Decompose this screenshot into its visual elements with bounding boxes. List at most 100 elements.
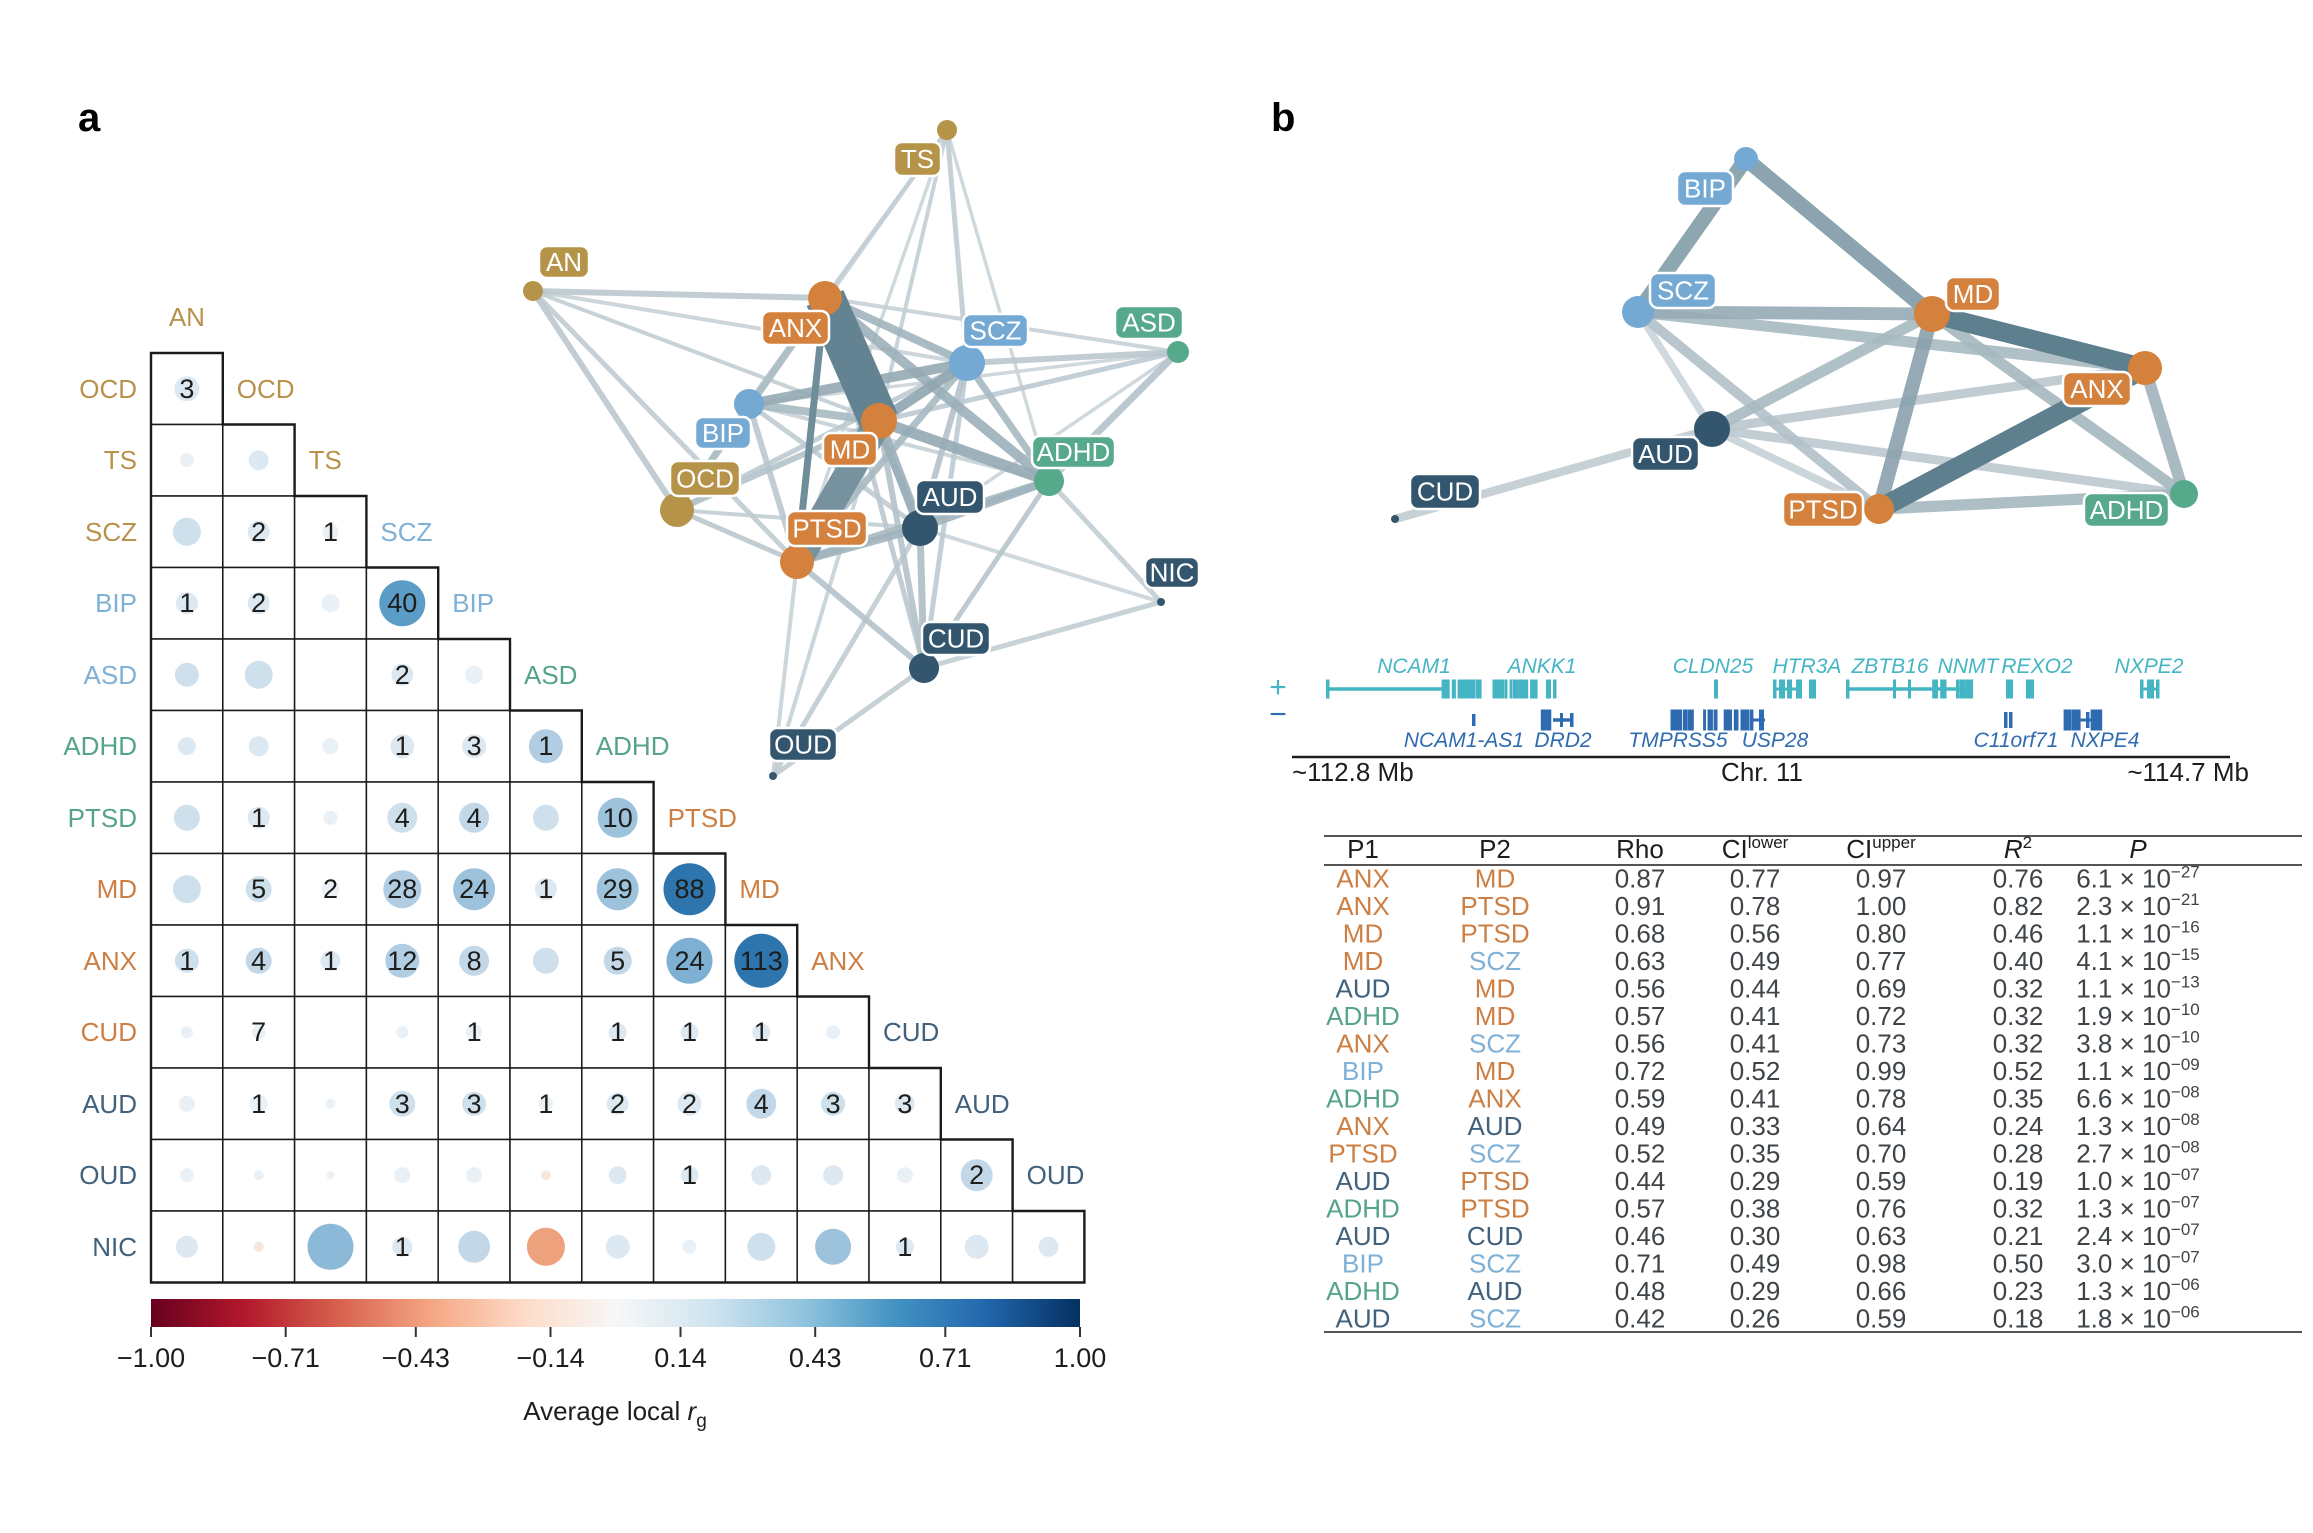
svg-text:1: 1: [467, 1017, 482, 1047]
svg-text:b: b: [1271, 96, 1295, 140]
svg-text:1: 1: [251, 803, 266, 833]
svg-text:ASD: ASD: [524, 660, 577, 690]
svg-text:8: 8: [467, 946, 482, 976]
svg-text:0.23: 0.23: [1993, 1276, 2044, 1306]
svg-text:3: 3: [179, 374, 194, 404]
svg-text:0.35: 0.35: [1730, 1138, 1781, 1168]
svg-text:1: 1: [251, 1089, 266, 1119]
svg-text:MD: MD: [1475, 1001, 1515, 1031]
svg-text:0.69: 0.69: [1856, 974, 1907, 1004]
svg-text:ANX: ANX: [1336, 891, 1389, 921]
svg-text:SCZ: SCZ: [380, 517, 432, 547]
svg-text:5: 5: [251, 874, 266, 904]
svg-text:0.78: 0.78: [1856, 1084, 1907, 1114]
svg-text:4: 4: [754, 1089, 769, 1119]
svg-text:7: 7: [251, 1017, 266, 1047]
svg-text:0.68: 0.68: [1615, 919, 1666, 949]
svg-text:BIP: BIP: [1342, 1056, 1384, 1086]
svg-text:CUD: CUD: [928, 624, 984, 654]
svg-text:+: +: [1269, 671, 1287, 704]
svg-text:OUD: OUD: [1027, 1160, 1085, 1190]
svg-text:0.52: 0.52: [1730, 1056, 1781, 1086]
svg-text:MD: MD: [1953, 279, 1993, 309]
svg-text:0.82: 0.82: [1993, 891, 2044, 921]
svg-text:12: 12: [387, 946, 417, 976]
svg-text:OUD: OUD: [79, 1160, 137, 1190]
svg-text:P1: P1: [1347, 834, 1379, 864]
svg-text:USP28: USP28: [1742, 729, 1809, 752]
svg-text:113: 113: [740, 946, 783, 976]
svg-text:0.98: 0.98: [1856, 1248, 1907, 1278]
svg-text:1: 1: [538, 731, 553, 761]
svg-text:5: 5: [610, 946, 625, 976]
svg-text:1: 1: [323, 946, 338, 976]
svg-text:SCZ: SCZ: [1469, 1029, 1521, 1059]
svg-text:3: 3: [467, 731, 482, 761]
svg-text:−0.43: −0.43: [382, 1343, 450, 1373]
svg-text:HTR3A: HTR3A: [1773, 655, 1842, 678]
svg-text:TS: TS: [901, 144, 934, 174]
svg-text:OCD: OCD: [237, 374, 295, 404]
svg-text:MD: MD: [1475, 974, 1515, 1004]
svg-text:0.77: 0.77: [1856, 946, 1907, 976]
svg-text:AUD: AUD: [1468, 1276, 1523, 1306]
svg-text:2: 2: [251, 588, 266, 618]
svg-text:NIC: NIC: [92, 1232, 137, 1262]
svg-text:−1.00: −1.00: [117, 1343, 185, 1373]
svg-text:0.56: 0.56: [1615, 1029, 1666, 1059]
svg-text:0.71: 0.71: [919, 1343, 972, 1373]
svg-text:C11orf71: C11orf71: [1974, 729, 2059, 752]
svg-text:CLDN25: CLDN25: [1673, 655, 1754, 678]
svg-text:0.33: 0.33: [1730, 1111, 1781, 1141]
svg-text:ZBTB16: ZBTB16: [1850, 655, 1928, 678]
svg-text:10: 10: [603, 803, 633, 833]
svg-text:BIP: BIP: [1342, 1248, 1384, 1278]
svg-text:0.63: 0.63: [1615, 946, 1666, 976]
svg-text:MD: MD: [1475, 1056, 1515, 1086]
svg-text:0.76: 0.76: [1856, 1193, 1907, 1223]
svg-text:TS: TS: [309, 445, 342, 475]
svg-text:SCZ: SCZ: [1469, 1138, 1521, 1168]
svg-text:0.57: 0.57: [1615, 1001, 1666, 1031]
svg-text:3: 3: [395, 1089, 410, 1119]
svg-text:1: 1: [323, 517, 338, 547]
svg-text:0.26: 0.26: [1730, 1303, 1781, 1333]
svg-text:0.30: 0.30: [1730, 1221, 1781, 1251]
svg-text:AUD: AUD: [923, 482, 978, 512]
svg-text:ANX: ANX: [811, 946, 864, 976]
svg-text:88: 88: [674, 874, 704, 904]
svg-text:0.48: 0.48: [1615, 1276, 1666, 1306]
svg-text:AUD: AUD: [955, 1089, 1010, 1119]
svg-text:40: 40: [387, 588, 417, 618]
svg-text:MD: MD: [1343, 946, 1383, 976]
svg-text:1.00: 1.00: [1856, 891, 1907, 921]
svg-text:AN: AN: [546, 247, 582, 277]
svg-text:NIC: NIC: [1150, 558, 1195, 588]
svg-text:1: 1: [610, 1017, 625, 1047]
svg-text:0.38: 0.38: [1730, 1193, 1781, 1223]
svg-text:0.49: 0.49: [1615, 1111, 1666, 1141]
svg-text:MD: MD: [97, 874, 137, 904]
svg-text:0.71: 0.71: [1615, 1248, 1666, 1278]
svg-text:3: 3: [897, 1089, 912, 1119]
svg-text:24: 24: [459, 874, 489, 904]
svg-text:~114.7 Mb: ~114.7 Mb: [2127, 757, 2249, 787]
svg-text:ASD: ASD: [1122, 308, 1175, 338]
svg-text:0.35: 0.35: [1993, 1084, 2044, 1114]
svg-text:2: 2: [395, 660, 410, 690]
svg-text:PTSD: PTSD: [1788, 495, 1857, 525]
svg-text:0.99: 0.99: [1856, 1056, 1907, 1086]
svg-text:0.87: 0.87: [1615, 864, 1666, 894]
svg-text:ADHD: ADHD: [1326, 1084, 1400, 1114]
svg-text:0.24: 0.24: [1993, 1111, 2044, 1141]
svg-text:3: 3: [826, 1089, 841, 1119]
svg-text:Rho: Rho: [1616, 834, 1664, 864]
svg-text:NXPE4: NXPE4: [2071, 729, 2140, 752]
svg-text:0.29: 0.29: [1730, 1276, 1781, 1306]
svg-text:REXO2: REXO2: [2001, 655, 2073, 678]
svg-text:PTSD: PTSD: [668, 803, 737, 833]
svg-text:1: 1: [395, 1232, 410, 1262]
svg-text:DRD2: DRD2: [1534, 729, 1591, 752]
svg-text:0.52: 0.52: [1993, 1056, 2044, 1086]
svg-text:BIP: BIP: [1684, 174, 1726, 204]
